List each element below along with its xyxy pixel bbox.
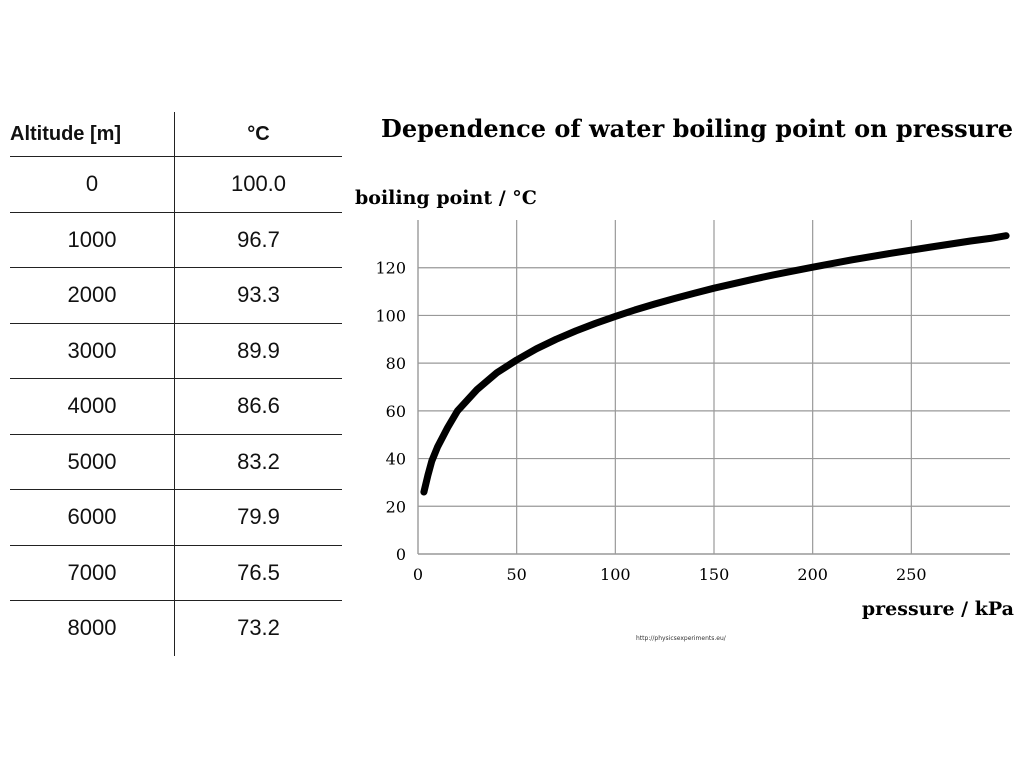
cell-altitude: 8000 xyxy=(10,600,175,656)
header-celsius: °C xyxy=(174,112,342,157)
cell-altitude: 2000 xyxy=(10,267,175,324)
y-tick-label: 120 xyxy=(375,259,406,278)
cell-altitude: 1000 xyxy=(10,212,175,268)
y-tick-label: 60 xyxy=(386,402,406,421)
x-axis-label: pressure / kPa xyxy=(862,598,1014,620)
cell-celsius: 86.6 xyxy=(174,378,342,435)
chart-title: Dependence of water boiling point on pre… xyxy=(381,114,1013,143)
table-row: 0 100.0 xyxy=(10,156,342,213)
x-tick-label: 150 xyxy=(699,565,730,584)
cell-celsius: 100.0 xyxy=(174,156,342,213)
cell-altitude: 5000 xyxy=(10,434,175,490)
cell-celsius: 96.7 xyxy=(174,212,342,268)
y-tick-label: 0 xyxy=(396,545,406,564)
cell-altitude: 0 xyxy=(10,156,175,213)
x-tick-label: 100 xyxy=(600,565,631,584)
table-header-row: Altitude [m] °C xyxy=(10,112,342,157)
cell-celsius: 76.5 xyxy=(174,545,342,601)
table-row: 8000 73.2 xyxy=(10,600,342,656)
cell-altitude: 7000 xyxy=(10,545,175,601)
tick-labels: 0 50 100 150 200 250 0 20 40 60 80 100 120 xyxy=(375,259,926,584)
table-row: 3000 89.9 xyxy=(10,323,342,379)
cell-celsius: 83.2 xyxy=(174,434,342,490)
y-tick-label: 20 xyxy=(386,497,406,516)
cell-altitude: 6000 xyxy=(10,489,175,546)
x-tick-label: 200 xyxy=(797,565,828,584)
table-row: 1000 96.7 xyxy=(10,212,342,268)
cell-altitude: 3000 xyxy=(10,323,175,379)
altitude-boiling-table: Altitude [m] °C 0 100.0 1000 96.7 2000 93.3 30… xyxy=(10,112,342,656)
x-tick-label: 250 xyxy=(896,565,927,584)
table-row: 2000 93.3 xyxy=(10,267,342,324)
cell-celsius: 93.3 xyxy=(174,267,342,324)
table-row: 4000 86.6 xyxy=(10,378,342,435)
cell-celsius: 79.9 xyxy=(174,489,342,546)
data-table: Altitude [m] °C 0 100.0 1000 96.7 2000 93.3 30… xyxy=(10,112,342,656)
x-tick-label: 0 xyxy=(413,565,423,584)
y-tick-label: 100 xyxy=(375,306,406,325)
series-layer xyxy=(420,232,1010,496)
cell-altitude: 4000 xyxy=(10,378,175,435)
table-row: 7000 76.5 xyxy=(10,545,342,601)
cell-celsius: 89.9 xyxy=(174,323,342,379)
header-altitude: Altitude [m] xyxy=(10,112,175,157)
y-tick-label: 80 xyxy=(386,354,406,373)
table-row: 5000 83.2 xyxy=(10,434,342,490)
table-body: 0 100.0 1000 96.7 2000 93.3 3000 89.9 4000 86.6 50… xyxy=(10,156,342,656)
cell-celsius: 73.2 xyxy=(237,615,280,641)
y-axis-label: boiling point / °C xyxy=(355,187,537,209)
table-row: 6000 79.9 xyxy=(10,489,342,546)
boiling-point-curve xyxy=(420,232,1010,496)
grid-lines xyxy=(417,220,1010,555)
x-tick-label: 50 xyxy=(506,565,526,584)
y-tick-label: 40 xyxy=(386,450,406,469)
source-url: http://physicsexperiments.eu/ xyxy=(636,635,726,642)
